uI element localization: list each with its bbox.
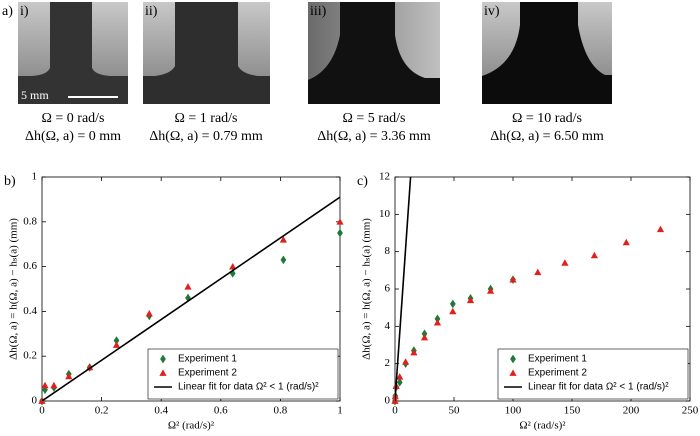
photo-label: iii) xyxy=(310,4,327,19)
triangle-marker xyxy=(656,225,665,233)
legend-label: Experiment 1 xyxy=(178,354,237,365)
y-tick-label: 4 xyxy=(385,320,391,332)
triangle-marker xyxy=(420,333,429,341)
scale-bar-label: 5 mm xyxy=(21,88,49,102)
legend-label: Experiment 2 xyxy=(178,368,237,379)
y-tick-label: 8 xyxy=(385,245,391,257)
photo: 5 mm xyxy=(18,2,128,104)
legend-label: Experiment 1 xyxy=(528,354,587,365)
diamond-marker xyxy=(449,299,456,309)
triangle-marker xyxy=(41,381,49,389)
triangle-marker xyxy=(402,358,410,365)
x-tick-label: 0.8 xyxy=(274,405,288,417)
triangle-marker xyxy=(509,276,517,283)
photo xyxy=(308,2,440,104)
y-tick-label: 0.8 xyxy=(23,215,37,227)
triangle-marker xyxy=(336,218,344,225)
x-axis-label: Ω² (rad/s)² xyxy=(519,420,566,432)
triangle-marker xyxy=(433,319,442,326)
x-tick-label: 50 xyxy=(449,405,461,417)
x-tick-label: 1 xyxy=(337,405,343,417)
diamond-marker xyxy=(337,228,343,238)
x-tick-label: 0.4 xyxy=(154,405,168,417)
caption: Δh(Ω, a) = 0.79 mm xyxy=(149,129,263,144)
y-tick-label: 1 xyxy=(32,171,38,183)
triangle-marker xyxy=(279,236,287,243)
diamond-marker xyxy=(160,354,166,364)
panel-label: b) xyxy=(4,174,16,189)
triangle-marker xyxy=(145,310,153,317)
photo xyxy=(482,2,612,104)
photo-label: ii) xyxy=(145,4,158,19)
photo xyxy=(143,2,270,104)
caption: Ω = 0 rad/s xyxy=(41,111,104,126)
legend-box xyxy=(147,348,339,400)
y-axis-label: Δh(Ω, a) = h(Ω, a) − hₛ(a) (mm) xyxy=(361,218,373,360)
y-tick-label: 10 xyxy=(379,208,391,220)
plot-frame xyxy=(41,176,341,402)
x-tick-label: 0.6 xyxy=(214,405,228,417)
triangle-marker xyxy=(410,348,418,356)
triangle-marker xyxy=(65,372,73,380)
y-tick-label: 2 xyxy=(385,357,391,369)
caption: Δh(Ω, a) = 6.50 mm xyxy=(490,129,604,144)
triangle-marker xyxy=(184,283,192,290)
panel-label: a) xyxy=(2,4,13,19)
triangle-marker xyxy=(159,369,167,376)
fit-line xyxy=(42,196,340,401)
y-tick-label: 0.4 xyxy=(23,305,37,317)
legend-label: Experiment 2 xyxy=(528,368,587,379)
x-tick-label: 100 xyxy=(505,405,522,417)
triangle-marker xyxy=(509,369,517,376)
triangle-marker xyxy=(622,238,630,246)
diamond-marker xyxy=(434,314,441,324)
diamond-marker xyxy=(280,255,287,265)
legend-label: Linear fit for data Ω² < 1 (rad/s)² xyxy=(528,382,669,393)
triangle-marker xyxy=(112,341,121,348)
x-axis-label: Ω² (rad/s)² xyxy=(168,420,215,432)
y-tick-label: 0 xyxy=(385,395,391,407)
triangle-marker xyxy=(229,263,237,270)
x-tick-label: 200 xyxy=(623,405,640,417)
y-axis-label: Δh(Ω, a) = h(Ω, a) − hₛ(a) (mm) xyxy=(8,218,20,360)
triangle-marker xyxy=(590,251,599,259)
y-tick-label: 6 xyxy=(385,283,391,295)
triangle-marker xyxy=(486,287,495,294)
caption: Ω = 10 rad/s xyxy=(512,111,582,126)
caption: Δh(Ω, a) = 3.36 mm xyxy=(317,129,431,144)
triangle-marker xyxy=(466,296,475,304)
x-tick-label: 0 xyxy=(392,405,398,417)
panel-label: c) xyxy=(357,174,368,189)
photo-label: iv) xyxy=(484,4,500,19)
x-tick-label: 150 xyxy=(564,405,581,417)
triangle-marker xyxy=(50,381,58,389)
diamond-marker xyxy=(421,329,428,339)
legend-label: Linear fit for data Ω² < 1 (rad/s)² xyxy=(178,382,319,393)
x-tick-label: 0 xyxy=(39,405,45,417)
photo-label: i) xyxy=(20,4,29,19)
x-tick-label: 250 xyxy=(682,405,699,417)
triangle-marker xyxy=(396,373,404,380)
y-tick-label: 0 xyxy=(32,395,38,407)
diamond-marker xyxy=(396,378,403,387)
y-tick-label: 0.6 xyxy=(23,260,37,272)
legend-box xyxy=(497,348,689,400)
triangle-marker xyxy=(561,259,569,266)
triangle-marker xyxy=(534,268,542,276)
y-tick-label: 12 xyxy=(379,171,390,183)
y-tick-label: 0.2 xyxy=(23,350,37,362)
fit-line xyxy=(395,177,412,401)
triangle-marker xyxy=(449,307,457,315)
caption: Ω = 1 rad/s xyxy=(174,111,237,126)
caption: Δh(Ω, a) = 0 mm xyxy=(25,129,121,144)
x-tick-label: 0.2 xyxy=(95,405,109,417)
diamond-marker xyxy=(510,354,516,364)
caption: Ω = 5 rad/s xyxy=(342,111,405,126)
diamond-marker xyxy=(113,336,120,345)
